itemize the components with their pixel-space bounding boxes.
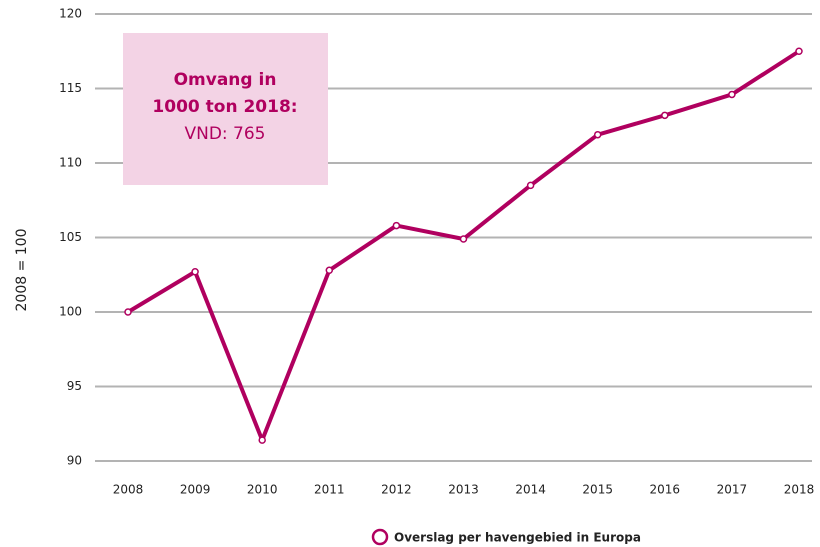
legend-marker xyxy=(371,528,389,546)
data-point xyxy=(661,111,669,120)
data-point xyxy=(392,221,401,230)
annotation-text: VND: 765 xyxy=(184,124,265,144)
x-tick-label: 2013 xyxy=(448,483,479,497)
x-tick-label: 2008 xyxy=(113,483,144,497)
data-point xyxy=(459,235,468,243)
legend-label: Overslag per havengebied in Europa xyxy=(394,531,641,545)
x-tick-label: 2017 xyxy=(717,483,748,497)
y-tick-label: 115 xyxy=(59,81,82,95)
data-point xyxy=(124,308,132,316)
x-tick-label: 2018 xyxy=(784,483,815,497)
x-tick-label: 2015 xyxy=(582,483,613,497)
x-tick-label: 2009 xyxy=(180,483,211,497)
data-point xyxy=(191,268,199,276)
x-tick-label: 2012 xyxy=(381,483,412,497)
x-tick-label: 2011 xyxy=(314,483,345,497)
annotation-box xyxy=(123,33,328,185)
y-tick-label: 95 xyxy=(67,379,82,393)
y-axis-label: 2008 = 100 xyxy=(14,229,30,312)
y-tick-label: 100 xyxy=(59,305,82,319)
y-tick-label: 90 xyxy=(67,454,82,468)
y-tick-label: 110 xyxy=(59,156,82,170)
x-tick-label: 2014 xyxy=(515,483,546,497)
data-point xyxy=(795,47,803,55)
annotation-text: Omvang in xyxy=(174,70,277,90)
data-point xyxy=(325,266,334,275)
data-point xyxy=(526,181,535,190)
x-tick-label: 2010 xyxy=(247,483,278,497)
y-tick-label: 105 xyxy=(59,230,82,244)
data-point xyxy=(728,90,736,99)
y-tick-label: 120 xyxy=(59,7,82,21)
data-point xyxy=(258,436,266,444)
data-point xyxy=(593,130,602,139)
x-tick-label: 2016 xyxy=(650,483,681,497)
annotation-text: 1000 ton 2018: xyxy=(152,97,297,117)
